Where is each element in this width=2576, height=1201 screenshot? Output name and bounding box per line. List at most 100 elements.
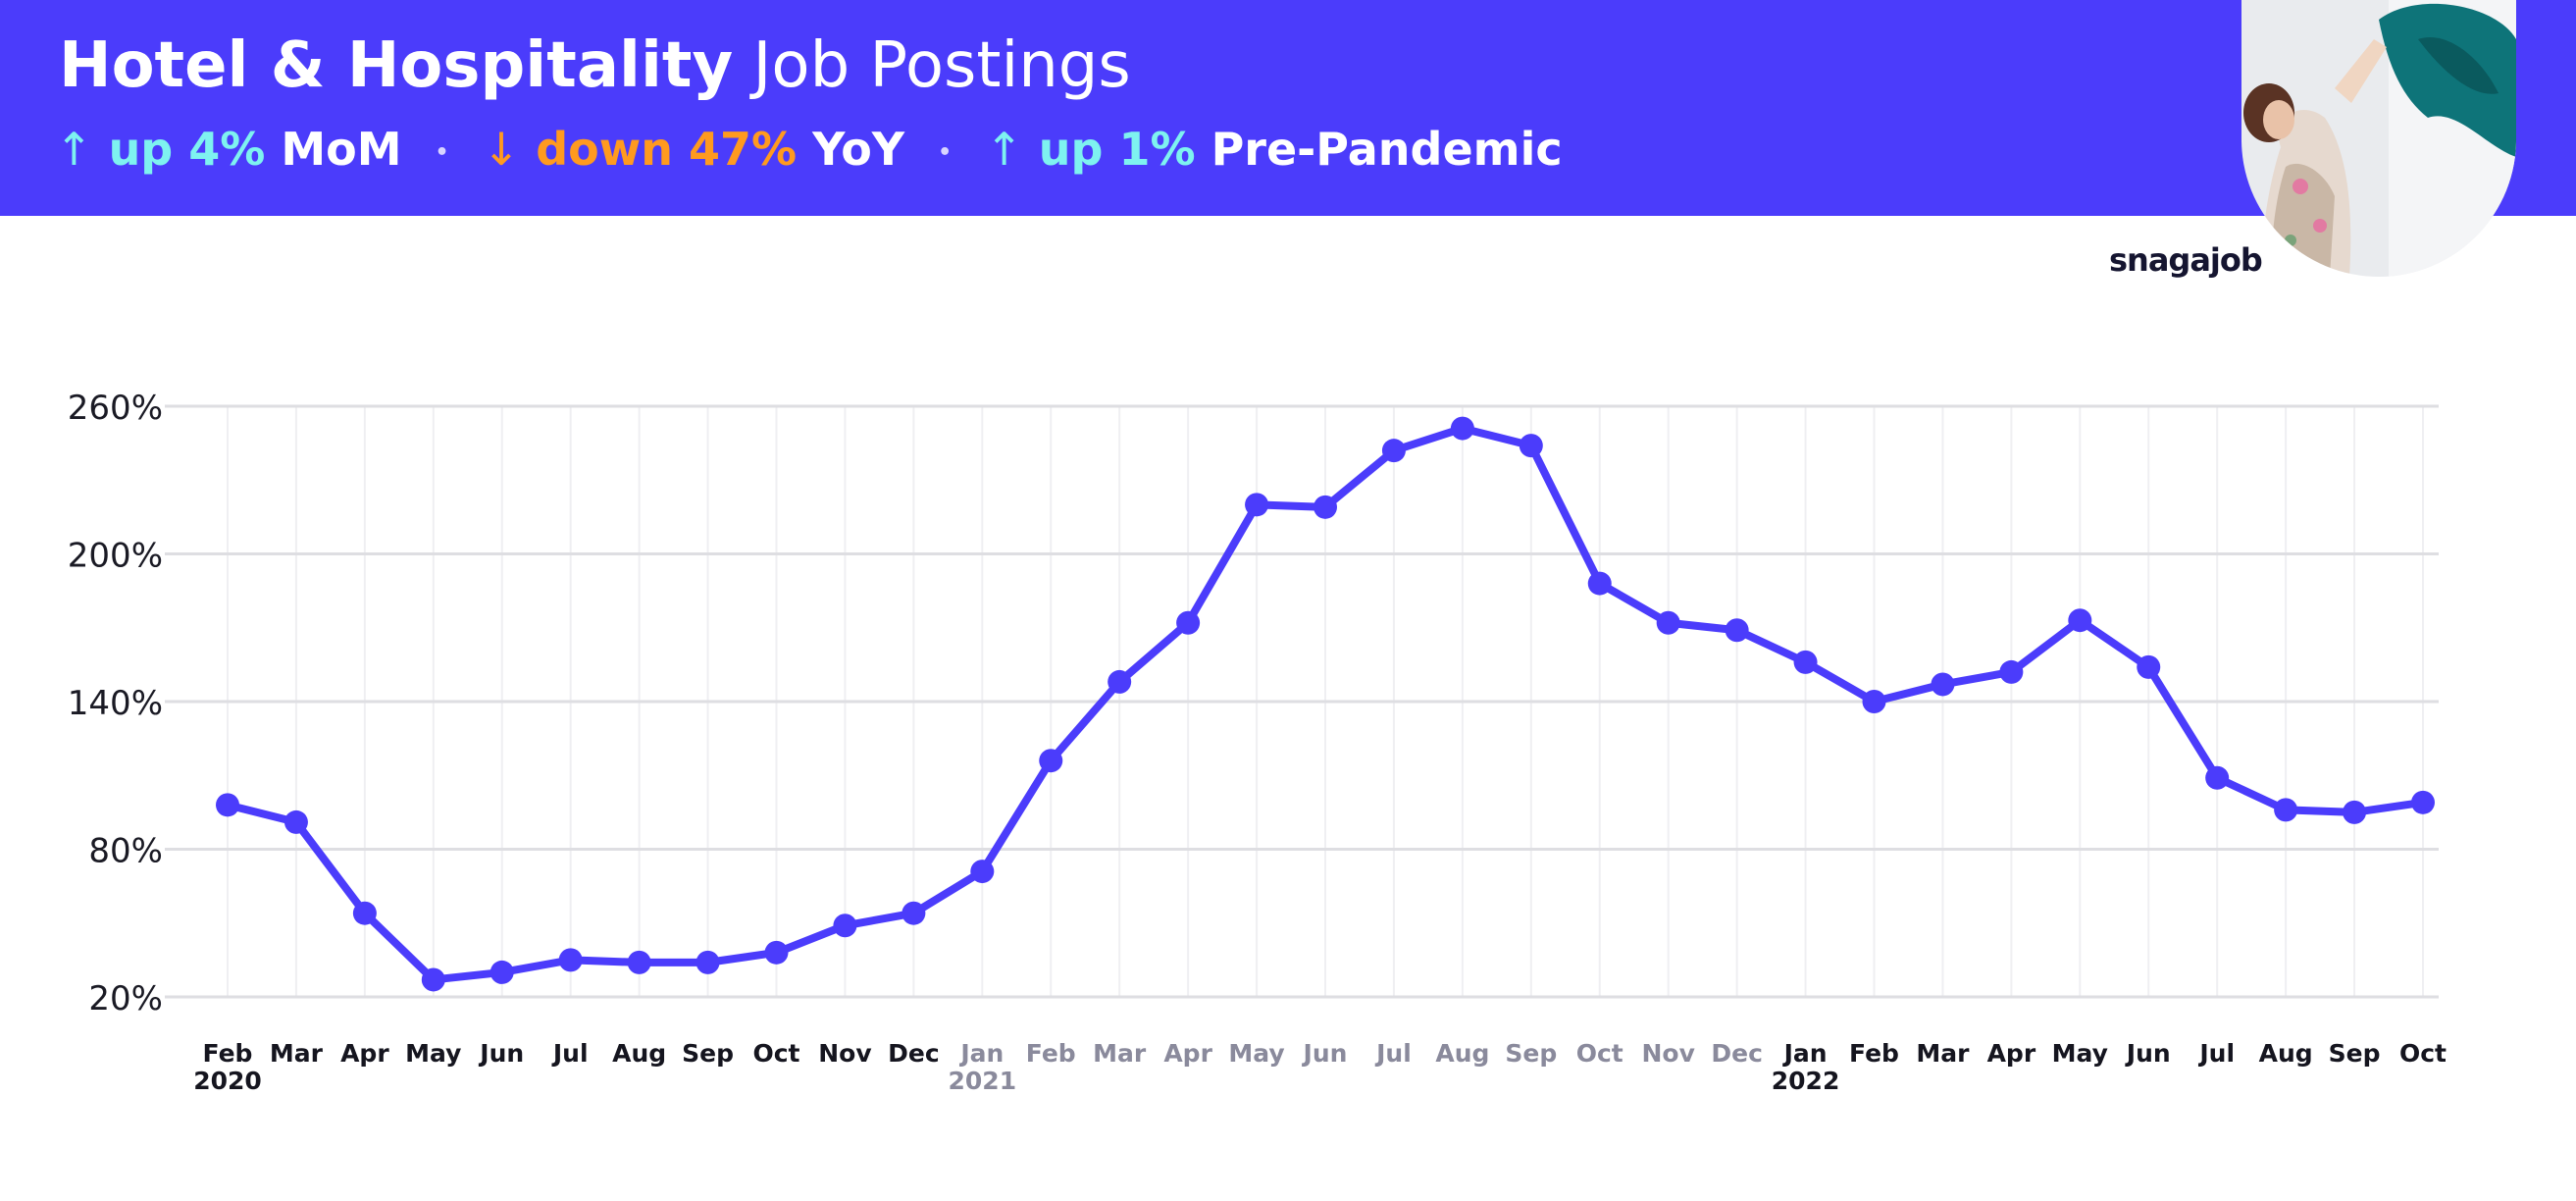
- stat-separator: •: [435, 140, 449, 165]
- data-point: [2274, 798, 2298, 822]
- stat-yoy: ↓ down 47% YoY: [483, 123, 921, 176]
- x-axis: Feb Mar Apr May Jun Jul Aug Sep Oct Nov Dec Jan Feb M…: [193, 1039, 2447, 1095]
- y-tick-label: 20%: [88, 979, 163, 1018]
- x-tick-label: Jul: [1374, 1039, 1412, 1068]
- y-tick-label: 260%: [68, 389, 163, 428]
- stat-yoy-value: down 47%: [536, 123, 798, 176]
- series-plot: [216, 416, 2435, 992]
- x-tick-label: Nov: [1641, 1039, 1694, 1068]
- x-tick-label: Mar: [1916, 1039, 1970, 1068]
- x-tick-label: Oct: [752, 1039, 799, 1068]
- stat-prepandemic-label: Pre-Pandemic: [1211, 123, 1563, 176]
- x-tick-label: Aug: [612, 1039, 666, 1068]
- x-year-label: 2021: [949, 1067, 1017, 1095]
- brand-logo: snagajob: [2109, 241, 2263, 279]
- x-tick-label: Jul: [551, 1039, 589, 1068]
- x-tick-label: Aug: [2259, 1039, 2313, 1068]
- data-point: [558, 948, 583, 972]
- data-point: [902, 901, 926, 925]
- data-point: [283, 809, 308, 834]
- data-point: [1519, 434, 1543, 458]
- x-tick-label: Sep: [1505, 1039, 1557, 1068]
- x-tick-label: Jan: [958, 1039, 1004, 1068]
- arrow-up-icon: ↑: [985, 123, 1023, 176]
- title-rest: Job Postings: [752, 29, 1131, 102]
- x-tick-label: Mar: [270, 1039, 324, 1068]
- x-tick-label: Apr: [1163, 1039, 1212, 1068]
- x-tick-label: Apr: [1987, 1039, 2036, 1068]
- data-point: [2205, 765, 2230, 790]
- arrow-up-icon: ↑: [55, 123, 93, 176]
- x-tick-label: Jan: [1782, 1039, 1828, 1068]
- x-tick-label: Dec: [1711, 1039, 1763, 1068]
- x-tick-label: Apr: [340, 1039, 389, 1068]
- x-year-label: 2020: [193, 1067, 262, 1095]
- data-point: [1999, 659, 2024, 684]
- x-tick-label: Feb: [203, 1039, 253, 1068]
- data-point: [1314, 495, 1337, 519]
- x-tick-label: Jun: [2125, 1039, 2171, 1068]
- y-axis: 20% 80% 140% 200% 260%: [68, 389, 163, 1018]
- x-tick-label: Sep: [682, 1039, 734, 1068]
- data-point: [1931, 672, 1955, 697]
- data-point: [696, 950, 720, 974]
- data-point: [764, 940, 789, 965]
- data-point: [1862, 690, 1886, 713]
- data-point: [833, 914, 857, 938]
- x-tick-label: Mar: [1093, 1039, 1147, 1068]
- data-point: [2137, 654, 2161, 679]
- data-point: [1450, 416, 1474, 441]
- data-point: [627, 950, 651, 974]
- data-point: [216, 793, 239, 817]
- y-tick-label: 80%: [88, 832, 163, 871]
- data-point: [2068, 608, 2092, 633]
- title-bold: Hotel & Hospitality: [59, 29, 734, 102]
- data-point: [970, 860, 995, 884]
- x-tick-label: Oct: [1576, 1039, 1623, 1068]
- data-point: [1381, 439, 1406, 463]
- header-banner: Hotel & Hospitality Job Postings ↑ up 4%…: [0, 0, 2576, 216]
- arrow-down-icon: ↓: [482, 123, 521, 176]
- x-tick-label: May: [1228, 1039, 1284, 1068]
- stat-mom-value: up 4%: [108, 123, 266, 176]
- x-tick-label: May: [405, 1039, 461, 1068]
- stat-separator: •: [938, 140, 953, 165]
- stat-prepandemic: ↑ up 1% Pre-Pandemic: [985, 123, 1562, 176]
- x-tick-label: Jul: [2197, 1039, 2235, 1068]
- data-point: [1656, 610, 1680, 635]
- y-tick-label: 200%: [68, 537, 163, 576]
- data-point: [352, 901, 377, 925]
- data-point: [421, 967, 445, 992]
- x-year-label: 2022: [1772, 1067, 1840, 1095]
- data-point: [1108, 669, 1132, 694]
- data-point: [1176, 610, 1201, 635]
- stat-mom-label: MoM: [281, 123, 402, 176]
- stats-row: ↑ up 4% MoM • ↓ down 47% YoY • ↑ up 1% P…: [55, 123, 1563, 176]
- x-tick-label: Jun: [1302, 1039, 1348, 1068]
- data-point: [1039, 749, 1063, 773]
- data-point: [1587, 571, 1612, 596]
- y-tick-label: 140%: [68, 684, 163, 723]
- data-point: [1245, 493, 1269, 517]
- chart-grid: [165, 404, 2439, 999]
- data-point: [1793, 650, 1818, 674]
- hotel-worker-photo: [2241, 0, 2516, 277]
- x-tick-label: Sep: [2329, 1039, 2381, 1068]
- x-tick-label: Aug: [1435, 1039, 1489, 1068]
- x-tick-label: Nov: [818, 1039, 871, 1068]
- stat-yoy-label: YoY: [812, 123, 905, 176]
- page-title: Hotel & Hospitality Job Postings: [59, 29, 1131, 102]
- x-tick-label: Dec: [888, 1039, 940, 1068]
- data-point: [2411, 790, 2435, 814]
- x-tick-label: Oct: [2399, 1039, 2447, 1068]
- data-point: [1725, 618, 1749, 643]
- x-tick-label: Jun: [478, 1039, 524, 1068]
- x-tick-label: Feb: [1849, 1039, 1899, 1068]
- data-point: [489, 960, 514, 984]
- stat-prepandemic-value: up 1%: [1038, 123, 1196, 176]
- x-tick-label: May: [2052, 1039, 2108, 1068]
- stat-mom: ↑ up 4% MoM: [55, 123, 418, 176]
- x-tick-label: Feb: [1026, 1039, 1076, 1068]
- data-point: [2343, 800, 2367, 824]
